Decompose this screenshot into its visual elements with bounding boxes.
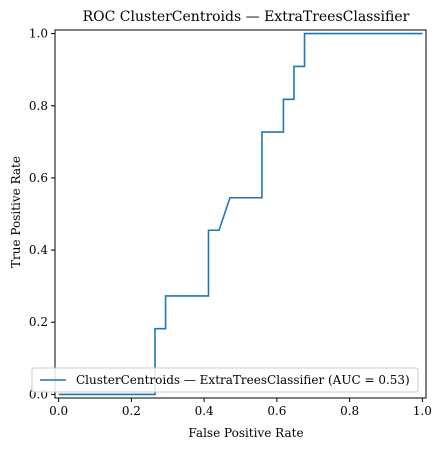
y-tick-label: 0.6: [29, 171, 48, 185]
x-tick-label: 1.0: [413, 404, 432, 418]
axes-frame: [54, 29, 427, 399]
y-tick-label: 1.0: [29, 27, 48, 41]
y-tick-label: 0.4: [29, 243, 48, 257]
x-tick-label: 0.2: [122, 404, 141, 418]
x-tick-label: 0.6: [267, 404, 286, 418]
x-tick-label: 0.4: [195, 404, 214, 418]
plot-area: 0.0 0.2 0.4 0.6 0.8 1.00.00.20.40.60.81.0: [29, 27, 432, 418]
legend: ClusterCentroids — ExtraTreesClassifier …: [31, 367, 419, 393]
y-axis-label: True Positive Rate: [9, 156, 23, 268]
legend-box: [31, 367, 419, 393]
y-tick-label: 0.8: [29, 99, 48, 113]
x-tick-label: 0.8: [340, 404, 359, 418]
roc-curve-line: [58, 32, 423, 396]
chart-title: ROC ClusterCentroids — ExtraTreesClassif…: [83, 9, 410, 25]
x-tick-label: 0.0: [49, 404, 68, 418]
x-axis-label: False Positive Rate: [188, 426, 303, 440]
y-tick-label: 0.2: [29, 315, 48, 329]
legend-entry: ClusterCentroids — ExtraTreesClassifier …: [76, 373, 410, 387]
